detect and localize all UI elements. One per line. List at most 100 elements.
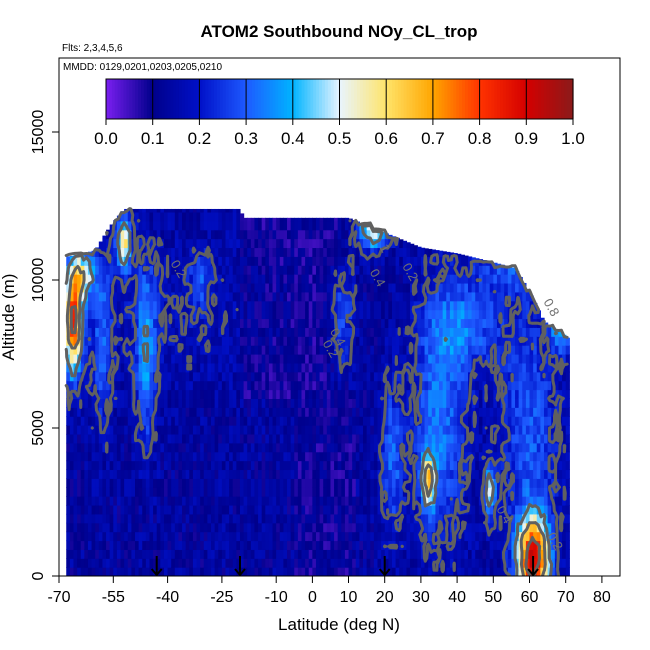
heatmap-cell	[356, 381, 360, 390]
heatmap-cell	[273, 523, 277, 532]
heatmap-cell	[247, 327, 251, 336]
heatmap-cell	[175, 496, 179, 505]
heatmap-cell	[302, 318, 306, 327]
heatmap-cell	[287, 523, 291, 532]
heatmap-cell	[327, 540, 331, 549]
heatmap-cell	[149, 318, 153, 327]
heatmap-cell	[106, 496, 110, 505]
heatmap-cell	[110, 523, 114, 532]
heatmap-cell	[330, 407, 334, 416]
heatmap-cell	[251, 487, 255, 496]
heatmap-cell	[338, 425, 342, 434]
heatmap-cell	[283, 505, 287, 514]
heatmap-cell	[298, 354, 302, 363]
heatmap-cell	[240, 354, 244, 363]
heatmap-cell	[316, 425, 320, 434]
heatmap-cell	[178, 247, 182, 256]
heatmap-cell	[244, 390, 248, 399]
heatmap-cell	[475, 336, 479, 345]
heatmap-cell	[323, 487, 327, 496]
heatmap-cell	[236, 363, 240, 372]
heatmap-cell	[479, 345, 483, 354]
heatmap-cell	[95, 318, 99, 327]
heatmap-cell	[102, 390, 106, 399]
heatmap-cell	[428, 327, 432, 336]
heatmap-cell	[124, 452, 128, 461]
heatmap-cell	[323, 514, 327, 523]
heatmap-cell	[77, 434, 81, 443]
heatmap-cell	[269, 218, 273, 222]
heatmap-cell	[283, 372, 287, 381]
heatmap-cell	[352, 505, 356, 514]
heatmap-cell	[70, 540, 74, 549]
heatmap-cell	[367, 469, 371, 478]
heatmap-cell	[334, 239, 338, 248]
heatmap-cell	[222, 469, 226, 478]
heatmap-cell	[149, 478, 153, 487]
heatmap-cell	[110, 496, 114, 505]
heatmap-cell	[178, 461, 182, 470]
heatmap-cell	[117, 567, 121, 576]
heatmap-cell	[84, 540, 88, 549]
heatmap-cell	[287, 265, 291, 274]
heatmap-cell	[439, 434, 443, 443]
heatmap-cell	[515, 318, 519, 327]
heatmap-cell	[356, 336, 360, 345]
heatmap-cell	[302, 372, 306, 381]
heatmap-cell	[265, 558, 269, 567]
heatmap-cell	[468, 532, 472, 541]
heatmap-cell	[450, 327, 454, 336]
heatmap-cell	[374, 514, 378, 523]
heatmap-cell	[327, 221, 331, 230]
heatmap-cell	[323, 218, 327, 222]
heatmap-cell	[182, 407, 186, 416]
heatmap-cell	[291, 567, 295, 576]
heatmap-cell	[113, 523, 117, 532]
heatmap-cell	[302, 363, 306, 372]
heatmap-cell	[251, 567, 255, 576]
heatmap-cell	[309, 434, 313, 443]
heatmap-cell	[225, 452, 229, 461]
heatmap-cell	[320, 218, 324, 222]
heatmap-cell	[204, 209, 208, 213]
heatmap-cell	[168, 478, 172, 487]
heatmap-cell	[323, 372, 327, 381]
heatmap-cell	[258, 523, 262, 532]
heatmap-cell	[320, 372, 324, 381]
heatmap-cell	[356, 461, 360, 470]
heatmap-cell	[316, 549, 320, 558]
heatmap-cell	[316, 390, 320, 399]
heatmap-cell	[164, 549, 168, 558]
heatmap-cell	[435, 345, 439, 354]
heatmap-cell	[316, 218, 320, 222]
heatmap-cell	[193, 469, 197, 478]
heatmap-cell	[414, 247, 418, 256]
heatmap-cell	[320, 514, 324, 523]
heatmap-cell	[493, 558, 497, 567]
heatmap-cell	[464, 540, 468, 549]
heatmap-cell	[359, 354, 363, 363]
heatmap-cell	[233, 425, 237, 434]
heatmap-cell	[215, 478, 219, 487]
heatmap-cell	[309, 218, 313, 222]
heatmap-cell	[77, 425, 81, 434]
heatmap-cell	[457, 310, 461, 319]
heatmap-cell	[95, 461, 99, 470]
heatmap-cell	[236, 540, 240, 549]
heatmap-cell	[102, 487, 106, 496]
heatmap-cell	[428, 425, 432, 434]
heatmap-cell	[479, 310, 483, 319]
heatmap-cell	[497, 327, 501, 336]
heatmap-cell	[417, 292, 421, 301]
heatmap-cell	[519, 363, 523, 372]
heatmap-cell	[490, 549, 494, 558]
heatmap-cell	[305, 221, 309, 230]
heatmap-cell	[298, 256, 302, 265]
heatmap-cell	[128, 558, 132, 567]
heatmap-cell	[254, 310, 258, 319]
heatmap-cell	[81, 425, 85, 434]
heatmap-cell	[186, 496, 190, 505]
heatmap-cell	[287, 398, 291, 407]
heatmap-cell	[309, 372, 313, 381]
heatmap-cell	[280, 549, 284, 558]
